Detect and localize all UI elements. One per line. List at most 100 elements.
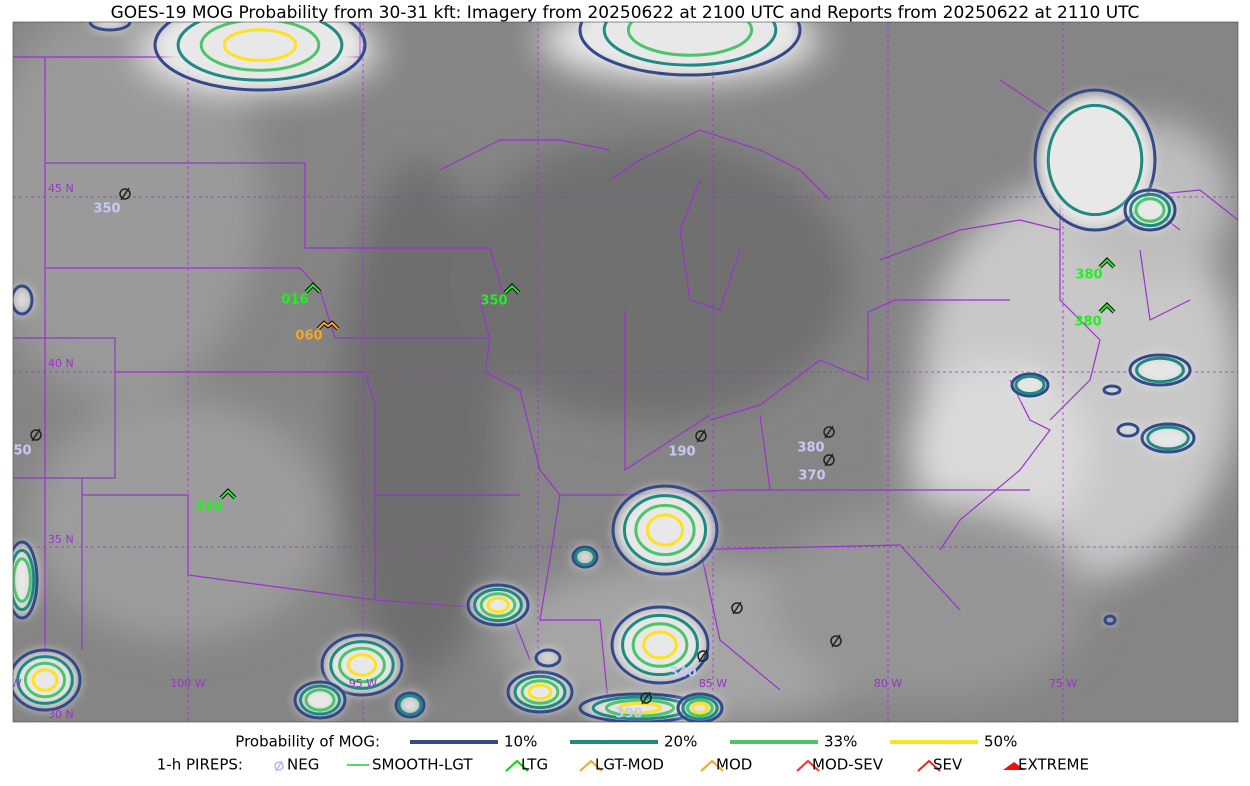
contour bbox=[1010, 372, 1050, 398]
neg-symbol bbox=[30, 429, 42, 441]
cloud bbox=[1118, 424, 1138, 436]
contour bbox=[631, 622, 689, 668]
report-altitude: 380 bbox=[1075, 268, 1102, 283]
contour bbox=[31, 668, 59, 692]
neg-symbol bbox=[824, 425, 834, 439]
neg-symbol bbox=[697, 650, 709, 662]
map-labels: 45 N 40 N 35 N 30 N 105 W 100 W 95 W 85 W 80 W 75… bbox=[0, 182, 1116, 722]
neg-symbol bbox=[731, 602, 743, 614]
legend-label: LTG bbox=[521, 756, 548, 774]
contour bbox=[686, 698, 714, 718]
contour bbox=[1128, 353, 1192, 387]
graticule bbox=[13, 22, 1238, 722]
legend-label: NEG bbox=[287, 756, 319, 774]
report-altitude: 310 bbox=[195, 500, 222, 515]
cloud bbox=[160, 22, 360, 88]
contour bbox=[88, 22, 132, 32]
contour bbox=[626, 22, 754, 57]
contour bbox=[320, 633, 404, 697]
report-altitude: 190 bbox=[668, 445, 695, 460]
contour bbox=[681, 695, 719, 721]
contour bbox=[1014, 374, 1046, 396]
neg-symbol bbox=[698, 649, 708, 663]
satellite-map: 45 N 40 N 35 N 30 N 105 W 100 W 95 W 85 W 80 W 75… bbox=[0, 22, 1238, 722]
contour bbox=[1033, 88, 1157, 232]
mod-symbol bbox=[317, 321, 339, 330]
cloud bbox=[536, 650, 560, 666]
latitude-label: 35 N bbox=[48, 533, 74, 546]
cloud bbox=[1105, 616, 1115, 624]
contour bbox=[611, 484, 719, 576]
contour bbox=[622, 494, 708, 566]
contour bbox=[1046, 103, 1144, 217]
contour bbox=[618, 701, 662, 715]
report-altitude: 016 bbox=[281, 293, 308, 308]
legend-symbol bbox=[274, 761, 284, 771]
report-altitude: 060 bbox=[295, 329, 322, 344]
contour bbox=[473, 587, 523, 623]
legend-label: MOD-SEV bbox=[812, 756, 884, 774]
neg-symbol bbox=[120, 187, 130, 201]
contour bbox=[13, 548, 36, 612]
legend-label: 20% bbox=[664, 733, 697, 751]
contour bbox=[466, 583, 530, 627]
contour bbox=[222, 28, 298, 62]
neg-symbol bbox=[732, 601, 742, 615]
contour bbox=[621, 613, 699, 677]
legend-label: LGT-MOD bbox=[595, 756, 664, 774]
legend-label: 10% bbox=[504, 733, 537, 751]
legend: Probability of MOG: 10% 20% 33% 50% 1-h PIREP… bbox=[157, 733, 1089, 774]
neg-symbol bbox=[696, 429, 706, 443]
neg-symbol bbox=[831, 634, 841, 648]
report-altitude: 350 bbox=[480, 294, 507, 309]
legend-label: 50% bbox=[984, 733, 1017, 751]
neg-symbol bbox=[641, 691, 651, 705]
cloud bbox=[1126, 191, 1174, 229]
cloud bbox=[324, 636, 400, 694]
contour bbox=[1116, 422, 1140, 438]
contour bbox=[338, 646, 386, 684]
contour bbox=[604, 698, 676, 718]
ltg-symbol bbox=[1099, 258, 1115, 268]
legend-symbol bbox=[1003, 762, 1025, 770]
legend-symbol bbox=[275, 760, 283, 772]
contour bbox=[199, 22, 321, 72]
neg-symbol bbox=[31, 428, 41, 442]
contour bbox=[13, 648, 82, 712]
map-frame bbox=[12, 21, 1239, 723]
cloud bbox=[1104, 386, 1120, 394]
contour bbox=[1102, 384, 1122, 396]
probability-contours bbox=[13, 22, 1196, 722]
legend-symbol bbox=[505, 759, 529, 772]
legend-label: SEV bbox=[933, 756, 963, 774]
contour bbox=[520, 679, 560, 705]
neg-symbol bbox=[119, 188, 131, 200]
cloud bbox=[679, 694, 721, 722]
contour bbox=[642, 630, 678, 660]
contour bbox=[293, 680, 347, 720]
legend-symbol bbox=[579, 759, 603, 772]
cloud bbox=[13, 651, 79, 709]
contour bbox=[574, 547, 596, 567]
neg-symbol bbox=[824, 453, 834, 467]
ltg-symbol bbox=[305, 283, 321, 293]
cloud bbox=[615, 488, 715, 572]
contour bbox=[13, 557, 32, 603]
ltg-symbol bbox=[504, 284, 520, 294]
contour bbox=[571, 545, 599, 569]
contour bbox=[16, 655, 74, 705]
ltg-symbol bbox=[1099, 303, 1115, 313]
cloud bbox=[1131, 355, 1189, 385]
contour bbox=[610, 605, 710, 685]
longitude-label: 105 W bbox=[0, 677, 22, 690]
contour bbox=[602, 22, 778, 67]
legend-label: SMOOTH-LGT bbox=[372, 756, 473, 774]
legend-symbol bbox=[700, 759, 724, 772]
latitude-label: 40 N bbox=[48, 357, 74, 370]
contour bbox=[13, 284, 34, 316]
longitude-label: 100 W bbox=[170, 677, 205, 690]
cloud bbox=[469, 586, 527, 624]
contour bbox=[513, 674, 567, 710]
contour bbox=[486, 596, 510, 614]
